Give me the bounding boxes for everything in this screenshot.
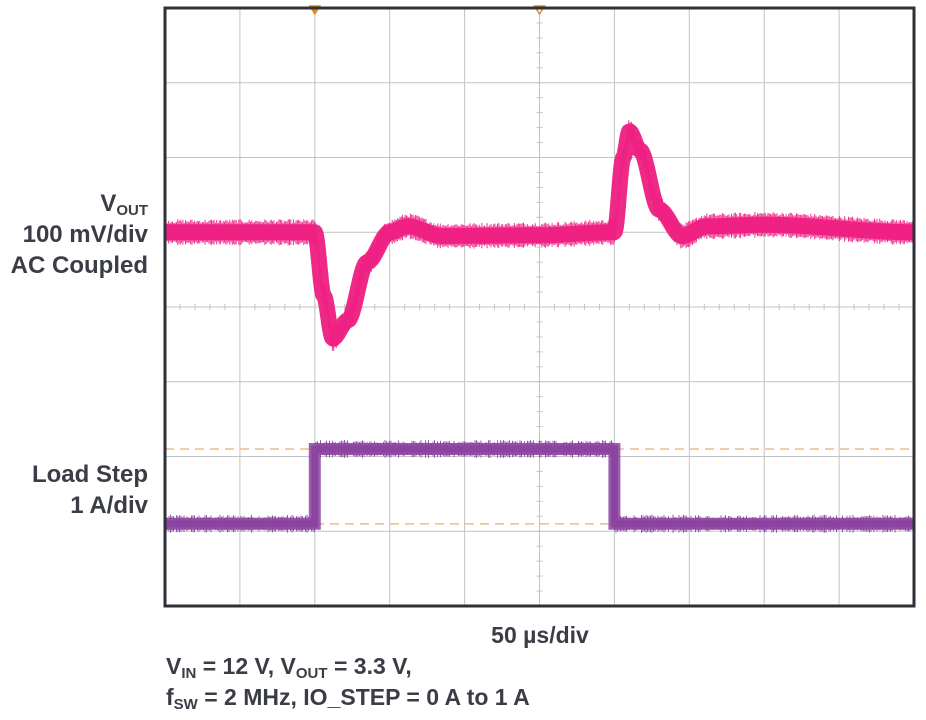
conditions-line-2: fSW = 2 MHz, IO_STEP = 0 A to 1 A xyxy=(166,684,530,713)
traces xyxy=(159,120,920,533)
vout-coupling: AC Coupled xyxy=(10,252,148,279)
load-scale: 1 A/div xyxy=(70,492,148,519)
load-name: Load Step xyxy=(31,461,148,488)
vout-name: VOUT xyxy=(100,190,148,219)
vout-scale: 100 mV/div xyxy=(22,221,148,248)
timebase-label: 50 µs/div xyxy=(491,622,589,648)
load-channel-label: Load Step 1 A/div xyxy=(32,459,148,521)
grid xyxy=(164,7,915,607)
conditions-line-1: VIN = 12 V, VOUT = 3.3 V, xyxy=(166,653,412,682)
plot-frame xyxy=(163,6,916,608)
vout-channel-label: VOUT 100 mV/div AC Coupled xyxy=(11,188,148,281)
